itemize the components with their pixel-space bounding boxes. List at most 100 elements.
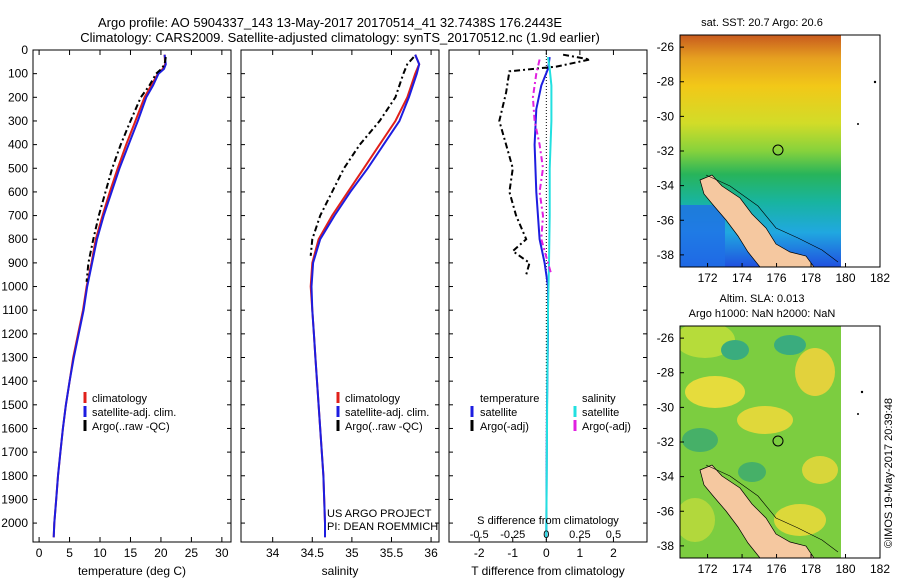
depth-tick-label: 1900 — [1, 492, 28, 506]
lon-tick-label: 180 — [836, 271, 856, 285]
sla-map-title-1: Altim. SLA: 0.013 — [720, 293, 805, 305]
lat-tick-label: -26 — [657, 331, 675, 345]
x-tick-label: 36 — [424, 546, 438, 560]
imos-credit: ©IMOS 19-May-2017 20:39:48 — [883, 398, 895, 548]
lat-tick-label: -28 — [657, 75, 675, 89]
argo-float-marker-sst — [772, 144, 784, 156]
bathymetry-contour — [705, 464, 839, 553]
series-s-satellite — [545, 56, 553, 538]
sla-anomaly — [738, 462, 766, 482]
x-tick-label: 10 — [93, 546, 107, 560]
s-tick-label: 0.5 — [606, 529, 621, 541]
pi-annotation: PI: DEAN ROEMMICH — [327, 521, 438, 533]
series-satellite-adj-clim- — [52, 54, 167, 538]
sla-anomaly — [682, 428, 718, 452]
legend-t-argo-label: Argo(-adj) — [480, 421, 529, 433]
header-line-2: Climatology: CARS2009. Satellite-adjuste… — [80, 30, 600, 45]
depth-tick-label: 1600 — [1, 421, 28, 435]
lon-tick-label: 180 — [836, 562, 856, 576]
sst-map: sat. SST: 20.7 Argo: 20.6 — [657, 17, 891, 285]
temperature-axes — [32, 49, 232, 543]
s-difference-xlabel: S difference from climatology — [477, 515, 619, 527]
series-argo-raw-qc- — [309, 56, 415, 256]
lon-tick-label: 174 — [732, 271, 752, 285]
new-zealand-land — [699, 464, 815, 558]
depth-tick-label: 1000 — [1, 280, 28, 294]
legend-temperature-title: temperature — [480, 393, 539, 405]
lat-tick-label: -30 — [657, 109, 675, 123]
salinity-xlabel: salinity — [322, 564, 359, 578]
depth-tick-label: 500 — [8, 161, 28, 175]
x-tick-label: 0 — [36, 546, 43, 560]
x-tick-label: 35 — [345, 546, 359, 560]
legend-s-argo-label: Argo(-adj) — [582, 421, 631, 433]
lon-tick-label: 174 — [732, 562, 752, 576]
depth-tick-label: 1300 — [1, 351, 28, 365]
depth-tick-label: 600 — [8, 185, 28, 199]
legend-argo-label: Argo(..raw -QC) — [345, 421, 423, 433]
sla-map-blank — [841, 327, 879, 557]
argo-float-marker-sla — [772, 435, 784, 447]
lat-tick-label: -30 — [657, 400, 675, 414]
lon-tick-label: 178 — [801, 562, 821, 576]
s-tick-label: -0.5 — [470, 529, 489, 541]
depth-tick-label: 800 — [8, 232, 28, 246]
depth-tick-label: 1400 — [1, 374, 28, 388]
x-tick-label: 15 — [124, 546, 138, 560]
sla-anomaly — [685, 376, 745, 408]
depth-tick-label: 1500 — [1, 398, 28, 412]
depth-tick-label: 100 — [8, 67, 28, 81]
header-line-1: Argo profile: AO 5904337_143 13-May-2017… — [98, 15, 562, 30]
depth-tick-label: 200 — [8, 90, 28, 104]
lat-tick-label: -36 — [657, 504, 675, 518]
s-tick-label: 0 — [543, 529, 549, 541]
sla-map: Altim. SLA: 0.013 Argo h1000: NaN h2000:… — [657, 293, 891, 576]
depth-tick-label: 700 — [8, 209, 28, 223]
sla-anomaly — [774, 504, 826, 536]
legend-salinity-title: salinity — [582, 393, 616, 405]
series-s-argo-adj- — [531, 59, 553, 275]
lat-tick-label: -26 — [657, 40, 675, 54]
sla-map-title-2: Argo h1000: NaN h2000: NaN — [689, 308, 836, 320]
series-t-argo-adj- — [498, 53, 591, 275]
difference-plot: -2 -1 0 1 2 — [449, 49, 647, 560]
x-tick-label: 1 — [577, 546, 584, 560]
legend-s-satellite-label: satellite — [582, 407, 619, 419]
lon-tick-label: 176 — [767, 562, 787, 576]
depth-tick-label: 1100 — [2, 303, 28, 317]
depth-tick-label: 0 — [21, 43, 28, 57]
new-zealand-land — [699, 174, 815, 267]
x-tick-label: 0 — [543, 546, 550, 560]
s-tick-label: -0.25 — [500, 529, 525, 541]
x-tick-label: 35.5 — [380, 546, 404, 560]
lat-tick-label: -38 — [657, 248, 675, 262]
temperature-panel: 0 5 10 15 20 25 30 temperature (deg C) climato… — [32, 49, 232, 578]
lon-tick-label: 176 — [767, 271, 787, 285]
t-difference-xlabel: T difference from climatology — [471, 564, 625, 578]
lon-tick-label: 182 — [870, 271, 890, 285]
lat-tick-label: -32 — [657, 435, 675, 449]
x-tick-label: 25 — [185, 546, 199, 560]
legend-argo-label: Argo(..raw -QC) — [92, 421, 170, 433]
island-dot — [873, 80, 877, 84]
legend-climatology-label: climatology — [345, 393, 401, 405]
temperature-legend: climatology satellite-adj. clim. Argo(..… — [83, 392, 176, 433]
sla-anomaly — [737, 406, 793, 434]
lon-tick-label: 172 — [698, 271, 718, 285]
series-satellite-adj-clim- — [310, 54, 421, 538]
lon-tick-label: 172 — [698, 562, 718, 576]
difference-legend: temperature satellite Argo(-adj) salinit… — [470, 393, 631, 433]
sla-anomaly — [795, 348, 835, 396]
lon-tick-label: 178 — [801, 271, 821, 285]
salinity-legend: climatology satellite-adj. clim. Argo(..… — [336, 392, 429, 433]
x-tick-label: -1 — [507, 546, 518, 560]
difference-panel: -2 -1 0 1 2 T difference from climatology S … — [448, 49, 648, 578]
salinity-plot: 34 34.5 35 35.5 36 — [241, 49, 439, 560]
salinity-panel: 34 34.5 35 35.5 36 salinity climatology sate… — [240, 49, 440, 578]
island-dot — [857, 413, 859, 415]
lat-tick-label: -34 — [657, 179, 675, 193]
sla-anomaly — [680, 498, 715, 542]
x-tick-label: -2 — [474, 546, 485, 560]
sst-cold-patch — [680, 205, 725, 267]
bathymetry-contour — [705, 174, 839, 263]
